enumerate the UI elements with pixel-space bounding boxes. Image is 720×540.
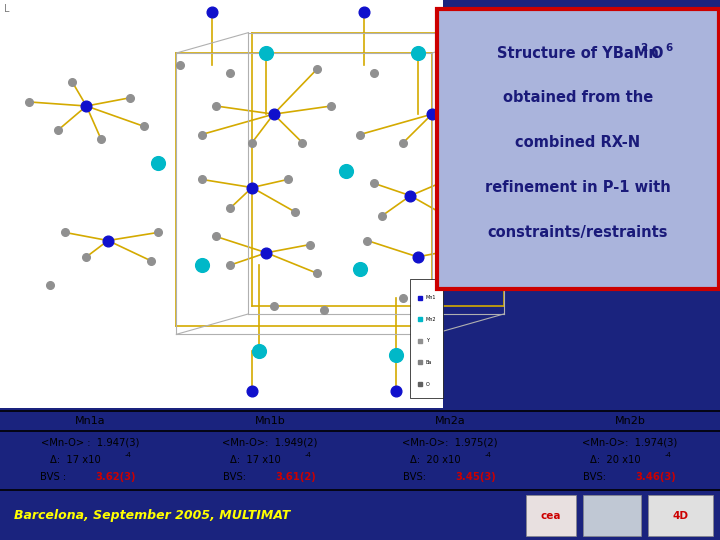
Text: L: L [4,4,9,14]
Text: BVS :: BVS : [40,472,72,482]
Text: 3.61(2): 3.61(2) [275,472,315,482]
Text: refinement in P-1 with: refinement in P-1 with [485,180,670,195]
Text: O: O [649,45,662,60]
Text: -4: -4 [125,453,132,458]
FancyBboxPatch shape [410,279,443,397]
Text: <Mn-O>:  1.974(3): <Mn-O>: 1.974(3) [582,438,678,448]
Text: Mn2b: Mn2b [615,416,645,426]
Text: obtained from the: obtained from the [503,90,653,105]
Text: 6: 6 [665,43,673,53]
FancyBboxPatch shape [648,495,713,536]
FancyBboxPatch shape [443,0,720,408]
Text: constraints/restraints: constraints/restraints [487,225,668,240]
Text: <Mn-O>:  1.949(2): <Mn-O>: 1.949(2) [222,438,318,448]
Text: BVS:: BVS: [222,472,252,482]
Text: Δ:  17 x10: Δ: 17 x10 [230,455,281,465]
Text: Δ:  17 x10: Δ: 17 x10 [50,455,101,465]
Text: 3.62(3): 3.62(3) [95,472,135,482]
Text: 3.45(3): 3.45(3) [455,472,495,482]
Text: BVS:: BVS: [582,472,612,482]
Text: 4D: 4D [672,511,688,521]
Text: Mn1b: Mn1b [255,416,285,426]
Text: Δ:  20 x10: Δ: 20 x10 [590,455,641,465]
Text: Mn2a: Mn2a [435,416,465,426]
Text: -4: -4 [485,453,492,458]
Text: <Mn-O>:  1.975(2): <Mn-O>: 1.975(2) [402,438,498,448]
FancyBboxPatch shape [583,495,641,536]
Text: BVS:: BVS: [402,472,432,482]
FancyBboxPatch shape [526,495,576,536]
FancyBboxPatch shape [0,0,443,408]
Text: Mn1a: Mn1a [75,416,105,426]
Text: Ba: Ba [426,360,432,365]
Text: O: O [426,382,429,387]
Text: <Mn-O> :  1.947(3): <Mn-O> : 1.947(3) [41,438,139,448]
Text: Δ:  20 x10: Δ: 20 x10 [410,455,461,465]
Text: 3.46(3): 3.46(3) [635,472,675,482]
Text: Mn2: Mn2 [426,317,436,322]
Text: 2: 2 [641,43,648,53]
Text: Y: Y [426,339,428,343]
Text: Structure of YBaMn: Structure of YBaMn [497,45,659,60]
Text: cea: cea [541,511,561,521]
Text: Mn1: Mn1 [426,295,436,300]
Text: combined RX-N: combined RX-N [516,135,640,150]
FancyBboxPatch shape [437,9,719,289]
Text: -4: -4 [665,453,672,458]
Text: -4: -4 [305,453,312,458]
Text: Barcelona, September 2005, MULTIMAT: Barcelona, September 2005, MULTIMAT [14,509,291,522]
